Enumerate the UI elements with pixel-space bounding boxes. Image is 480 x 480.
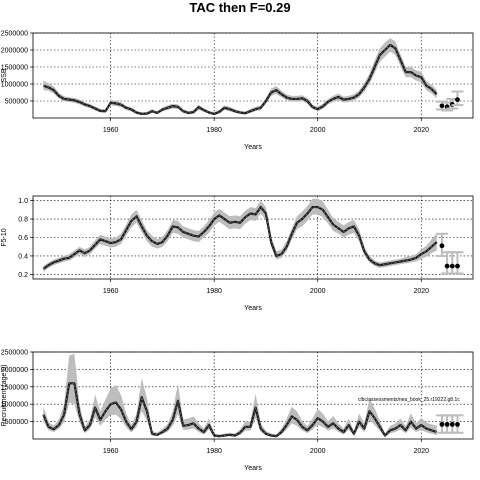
projection-point [449, 421, 455, 427]
confidence-band [43, 353, 437, 438]
chart-panels: 1960 1980 2000 2020 500000 1000000 1500000 2000… [1, 31, 474, 472]
y-tick-label: 2000000 [1, 48, 28, 55]
y-tick-label: 0.8 [18, 217, 28, 224]
y-tick-label: 2500000 [1, 350, 28, 357]
chart-panel-2: 1960 1980 2000 2020 0.2 0.4 0.6 0.8 1.0 Years F5-1… [1, 195, 474, 312]
x-tick-label: 1980 [206, 288, 222, 295]
median-dashed-overlay [43, 383, 437, 437]
projection-point [439, 421, 445, 427]
x-tick-label: 2020 [413, 288, 429, 295]
x-tick-label: 2000 [310, 127, 326, 134]
y-tick-label: 500000 [5, 419, 28, 426]
x-tick-label: 2000 [310, 288, 326, 295]
x-tick-label: 1980 [206, 127, 222, 134]
x-tick-label: 2020 [413, 448, 429, 455]
x-tick-label: 1960 [103, 127, 119, 134]
x-tick-label: 1960 [103, 448, 119, 455]
x-tick-label: 1960 [103, 288, 119, 295]
y-tick-label: 1500000 [1, 65, 28, 72]
projection-point [455, 97, 460, 103]
projection-point [449, 263, 455, 269]
plot-frame [32, 351, 474, 440]
confidence-band [43, 38, 437, 116]
plot-annotation: clbc/assessments/nea_book_25.r19222.g8.1… [358, 397, 460, 403]
y-axis-label: Recruitment (age 0) [1, 365, 8, 427]
x-tick-label: 1980 [206, 448, 222, 455]
y-tick-label: 0.6 [18, 235, 28, 242]
projection-point [444, 263, 450, 269]
x-axis-label: Years [244, 465, 262, 472]
y-tick-label: 1000000 [1, 82, 28, 89]
chart-panel-1: 1960 1980 2000 2020 500000 1000000 1500000 2000… [1, 31, 474, 151]
x-axis-label: Years [244, 305, 262, 312]
confidence-band [43, 198, 437, 272]
y-tick-label: 500000 [5, 99, 28, 106]
projection-point [455, 421, 460, 427]
y-axis-label: SSB [1, 68, 8, 82]
x-tick-label: 2020 [413, 127, 429, 134]
projection-point [439, 243, 445, 249]
figure-title: TAC then F=0.29 [189, 0, 290, 15]
projection-point [455, 263, 460, 269]
x-axis-label: Years [244, 144, 262, 151]
projection-point [439, 103, 445, 109]
y-tick-label: 1.0 [18, 198, 28, 205]
y-tick-label: 2500000 [1, 31, 28, 38]
x-tick-label: 2000 [310, 448, 326, 455]
y-tick-label: 0.2 [18, 272, 28, 279]
median-dashed-overlay [43, 206, 437, 270]
median-dashed-overlay [43, 44, 437, 115]
y-tick-label: 1000000 [1, 402, 28, 409]
y-tick-label: 0.4 [18, 253, 28, 260]
projection-point [444, 421, 450, 427]
plot-frame [32, 32, 474, 119]
y-tick-label: 2000000 [1, 367, 28, 374]
chart-panel-3: 1960 1980 2000 2020 500000 1000000 1500000 2000… [1, 350, 474, 472]
y-axis-label: F5-10 [1, 228, 8, 246]
y-tick-label: 1500000 [1, 384, 28, 391]
